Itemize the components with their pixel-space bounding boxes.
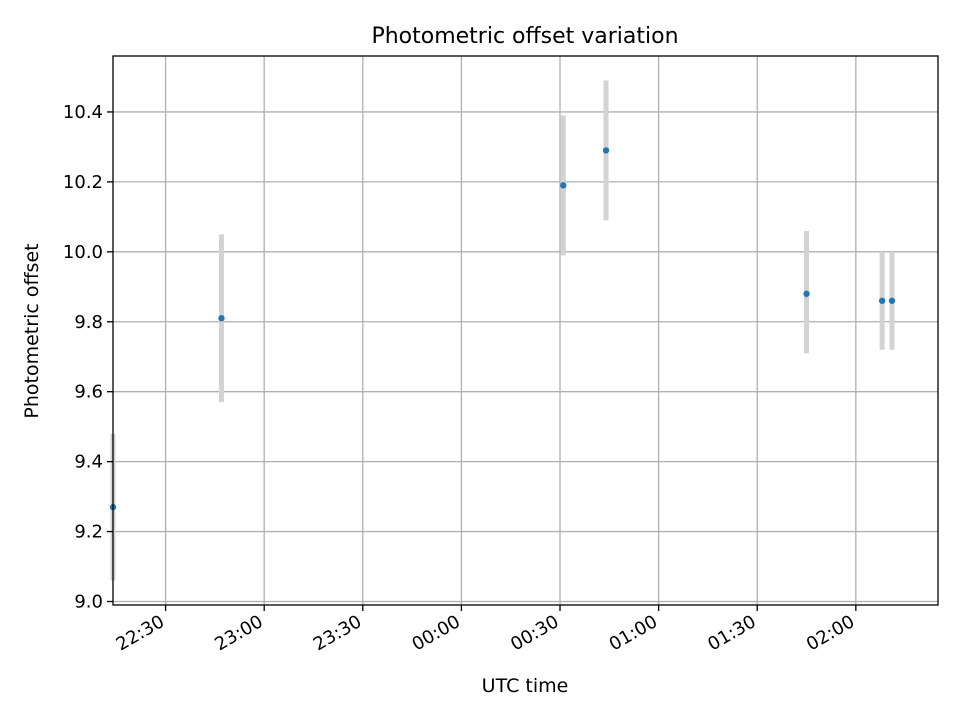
data-point [218,315,225,322]
y-tick-label: 9.2 [74,522,103,543]
y-tick-label: 9.0 [74,592,103,613]
data-point [888,297,896,304]
data-point [803,290,810,297]
y-axis-ticks: 9.0 9.2 9.4 9.6 9.8 10.0 10.2 10.4 [63,102,113,613]
y-tick-label: 9.6 [74,382,103,403]
y-tick-label: 10.2 [63,172,103,193]
x-axis-label: UTC time [482,675,569,697]
y-tick-label: 9.8 [74,312,103,333]
plot-frame [112,55,939,606]
y-tick-label: 9.4 [74,452,103,473]
y-tick-label: 10.0 [63,242,103,263]
y-axis-label: Photometric offset [21,243,43,418]
data-point [602,147,610,154]
y-tick-label: 10.4 [63,102,103,123]
grid [113,56,938,605]
data-point [878,297,886,304]
data-point [560,182,567,189]
chart-title: Photometric offset variation [371,24,678,49]
